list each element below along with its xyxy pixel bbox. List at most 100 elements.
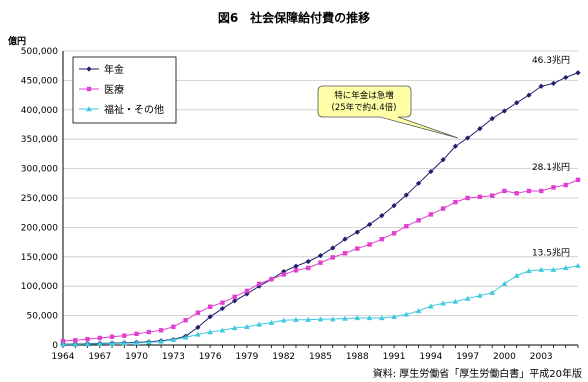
data-point xyxy=(465,195,470,201)
legend-swatch-marker xyxy=(86,66,92,72)
data-point xyxy=(379,315,385,321)
y-tick-label: 0 xyxy=(52,341,58,351)
data-point xyxy=(72,341,79,347)
x-tick-label: 1979 xyxy=(235,352,258,362)
data-point xyxy=(428,212,434,217)
data-point xyxy=(219,305,226,312)
data-point xyxy=(207,329,213,335)
data-point xyxy=(220,300,225,305)
y-tick-label: 450,000 xyxy=(21,76,58,86)
data-point xyxy=(109,334,115,339)
data-point xyxy=(329,316,336,322)
data-point xyxy=(526,92,532,98)
y-tick-labels: 0 50,000 100,000 150,000 200,000 250,000 300,0… xyxy=(21,47,58,351)
x-tick-label: 2003 xyxy=(530,352,553,362)
grid-lines xyxy=(63,50,578,317)
data-point xyxy=(391,231,397,236)
data-point xyxy=(306,265,311,271)
data-point xyxy=(477,292,483,298)
data-point xyxy=(219,327,226,333)
data-point xyxy=(562,265,569,271)
data-point xyxy=(280,317,287,323)
data-point xyxy=(293,268,299,273)
data-point xyxy=(538,266,545,272)
data-point xyxy=(293,263,299,269)
data-point xyxy=(379,236,385,242)
data-point xyxy=(170,336,177,342)
data-point xyxy=(122,333,127,338)
data-point xyxy=(514,100,520,106)
data-point xyxy=(97,335,102,341)
data-point xyxy=(256,321,262,327)
data-point xyxy=(244,323,250,329)
source-note: 資料: 厚生労働省「厚生労働白書」平成20年版 xyxy=(373,367,582,380)
x-tick-label: 1988 xyxy=(346,352,369,362)
series-pension xyxy=(60,70,581,347)
data-point xyxy=(415,308,422,314)
data-point xyxy=(330,245,336,251)
data-point xyxy=(232,298,238,304)
data-point xyxy=(526,268,532,274)
data-point xyxy=(513,272,520,278)
data-point xyxy=(355,246,360,251)
y-tick-label: 100,000 xyxy=(21,282,58,292)
series-medical xyxy=(60,177,581,344)
data-point xyxy=(489,116,495,122)
data-point xyxy=(73,338,78,343)
x-tick-labels: 1964 1967 1970 1973 1976 1979 1982 1985 1988 1991… xyxy=(52,352,553,362)
y-tick-label: 300,000 xyxy=(21,165,58,175)
legend-label-pension: 年金 xyxy=(104,63,124,76)
data-point xyxy=(342,251,348,256)
data-point xyxy=(207,304,213,309)
data-point xyxy=(453,199,458,205)
data-point xyxy=(367,242,372,247)
x-tick-label: 1991 xyxy=(383,352,406,362)
chart-title: 図6 社会保障給付費の推移 xyxy=(218,10,370,25)
data-point xyxy=(60,338,66,344)
x-tick-label: 1976 xyxy=(199,352,222,362)
data-point xyxy=(391,313,397,319)
data-point xyxy=(391,203,397,209)
data-point xyxy=(416,218,421,223)
data-point xyxy=(281,272,286,277)
data-point xyxy=(440,206,446,211)
data-point xyxy=(440,157,446,163)
data-point xyxy=(489,289,495,295)
data-point xyxy=(305,258,311,265)
x-tick-label: 1994 xyxy=(419,352,442,362)
data-point xyxy=(195,310,201,315)
data-point xyxy=(563,182,568,188)
x-tick-label: 1973 xyxy=(162,352,185,362)
data-point xyxy=(354,315,361,321)
data-point xyxy=(232,294,237,299)
data-point xyxy=(133,340,140,346)
data-point xyxy=(575,177,581,182)
legend-swatch-marker xyxy=(86,106,92,112)
data-point xyxy=(146,339,152,345)
x-tick-label: 1985 xyxy=(309,352,332,362)
data-point xyxy=(158,328,164,333)
x-tick-label: 1982 xyxy=(272,352,295,362)
data-point xyxy=(428,303,434,309)
end-label-welfare: 13.5兆円 xyxy=(532,248,570,259)
y-tick-label: 350,000 xyxy=(21,135,58,145)
series-line-welfare xyxy=(62,265,579,345)
data-point xyxy=(526,188,532,194)
data-point xyxy=(84,341,91,347)
data-point xyxy=(134,331,139,337)
data-point xyxy=(575,262,581,268)
data-point xyxy=(256,281,262,287)
data-point xyxy=(489,193,495,198)
data-point xyxy=(538,83,544,89)
data-point xyxy=(171,324,176,329)
data-point xyxy=(195,324,201,330)
data-point xyxy=(317,253,324,259)
data-point xyxy=(501,281,508,287)
data-point xyxy=(452,143,458,149)
y-tick-label: 200,000 xyxy=(21,223,58,233)
data-point xyxy=(244,288,250,294)
data-point xyxy=(183,318,188,323)
data-point xyxy=(354,229,360,235)
data-point xyxy=(330,255,335,260)
